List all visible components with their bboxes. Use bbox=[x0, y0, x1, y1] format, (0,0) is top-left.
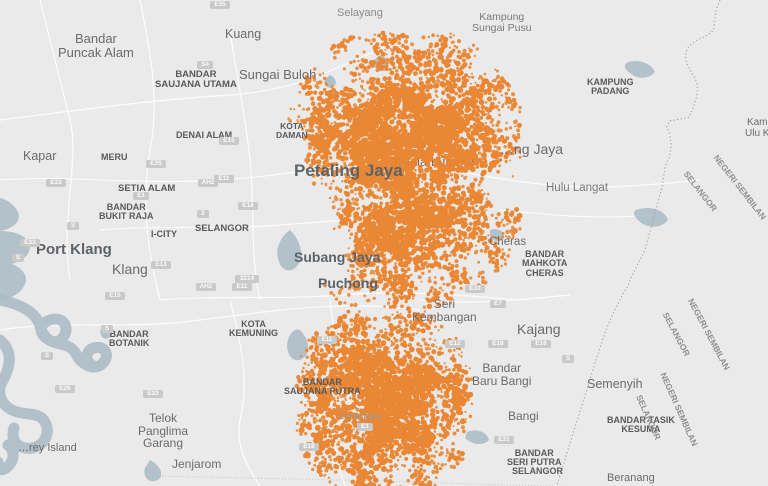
svg-text:Kuala Lumpur: Kuala Lumpur bbox=[394, 154, 476, 169]
